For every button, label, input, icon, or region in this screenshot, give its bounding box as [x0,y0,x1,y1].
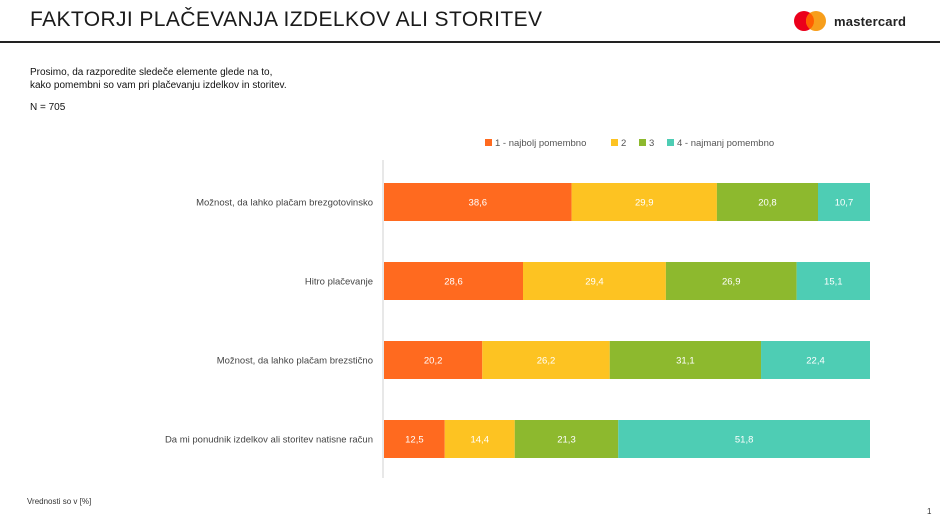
bar-segment [522,262,666,300]
bar-value-label: 14,4 [470,435,489,446]
legend-label: 4 - najmanj pomembno [677,138,774,149]
bar-value-label: 29,4 [585,277,604,288]
bar-segment [618,420,870,458]
bar-value-label: 26,9 [722,277,741,288]
bar-series: 38,6 29,9 20,8 10,7 28,6 29,4 26,9 15,1 20,2 26,2… [384,183,870,458]
bar-value-label: 12,5 [405,435,424,446]
header-divider [0,41,940,43]
bar-value-label: 22,4 [806,356,825,367]
legend-swatch [667,139,674,146]
bar-segment [384,420,445,458]
bar-segment [609,341,762,379]
category-label: Možnost, da lahko plačam brezstično [217,356,373,367]
legend-label: 3 [649,138,654,149]
question-line-1: Prosimo, da razporedite sledeče elemente… [30,67,273,78]
sample-size: N = 705 [30,102,66,113]
category-label: Možnost, da lahko plačam brezgotovinsko [196,198,373,209]
bar-segment [571,183,717,221]
bar-value-label: 29,9 [635,198,654,209]
bar-segment [817,183,870,221]
question-line-2: kako pomembni so vam pri plačevanju izde… [30,80,287,91]
legend-label: 2 [621,138,626,149]
bar-segment [761,341,870,379]
bar-value-label: 21,3 [557,435,576,446]
legend-swatch [485,139,492,146]
legend-swatch [639,139,646,146]
bar-value-label: 26,2 [537,356,556,367]
category-labels: Možnost, da lahko plačam brezgotovinsko H… [165,198,373,446]
bar-segment [384,183,572,221]
brand-name: mastercard [834,13,907,29]
bar-segment [514,420,619,458]
bar-segment [384,341,483,379]
page-title: FAKTORJI PLAČEVANJA IZDELKOV ALI STORITE… [30,8,543,31]
question-text: Prosimo, da razporedite sledeče elemente… [30,66,287,92]
mastercard-circles-icon [794,11,826,31]
bar-value-label: 15,1 [824,277,843,288]
bar-segment [384,262,523,300]
page-number: 1 [927,507,932,516]
bar-segment [482,341,610,379]
bar-value-label: 20,2 [424,356,443,367]
legend-label: 1 - najbolj pomembno [495,138,586,149]
category-label: Da mi ponudnik izdelkov ali storitev nat… [165,435,373,446]
bar-value-label: 28,6 [444,277,463,288]
bar-value-label: 51,8 [735,435,754,446]
legend-swatch [611,139,618,146]
chart-legend: 1 - najbolj pomembno 2 3 4 - najmanj pomemb… [485,138,774,149]
bar-segment [444,420,515,458]
bar-value-label: 10,7 [835,198,854,209]
footnote: Vrednosti so v [%] [27,497,92,506]
bar-value-label: 31,1 [676,356,695,367]
bar-segment [796,262,870,300]
bar-value-label: 20,8 [758,198,777,209]
bar-segment [716,183,818,221]
mastercard-logo: mastercard [792,9,906,33]
bar-segment [665,262,797,300]
bar-value-label: 38,6 [469,198,488,209]
category-label: Hitro plačevanje [305,277,373,288]
